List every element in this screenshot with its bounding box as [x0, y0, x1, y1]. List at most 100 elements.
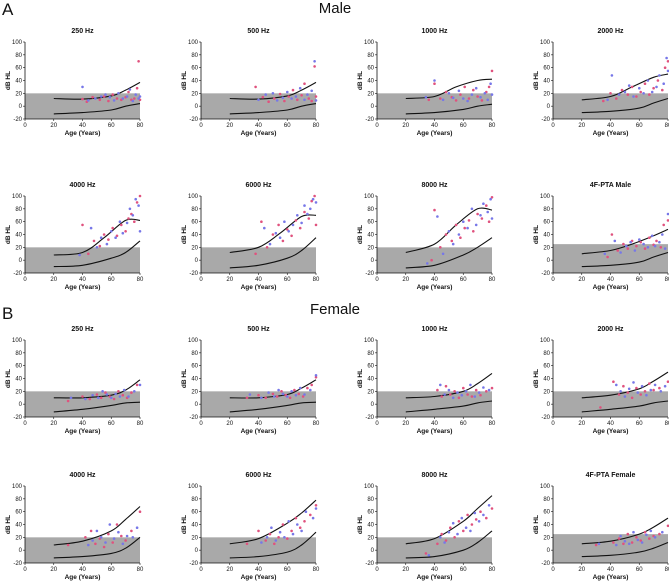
data-point	[466, 393, 469, 396]
data-point	[314, 375, 318, 379]
x-tick-label: 20	[226, 421, 233, 427]
data-point	[114, 392, 117, 396]
data-point	[635, 95, 638, 98]
data-point	[451, 396, 455, 400]
x-tick-label: 80	[313, 123, 320, 129]
data-point	[300, 529, 303, 533]
normal-range-band	[553, 534, 668, 563]
data-point	[666, 60, 669, 63]
data-point	[474, 86, 478, 90]
data-point	[648, 537, 651, 540]
data-point	[451, 96, 455, 100]
x-tick-label: 0	[375, 567, 379, 573]
data-point	[642, 92, 645, 95]
x-axis-label: Age (Years)	[593, 428, 629, 435]
data-point	[102, 95, 106, 98]
data-point	[436, 215, 439, 218]
data-point	[454, 99, 458, 102]
data-point	[474, 388, 478, 392]
y-tick-label: 40	[191, 79, 198, 85]
data-point	[656, 79, 660, 82]
data-point	[309, 207, 312, 211]
data-point	[91, 95, 94, 99]
data-point	[273, 395, 276, 398]
y-tick-label: 20	[191, 535, 198, 541]
y-tick-label: 0	[19, 104, 23, 110]
data-point	[424, 95, 428, 99]
data-point	[66, 399, 70, 403]
female-section-title: Female	[310, 301, 360, 318]
data-point	[648, 236, 651, 239]
normal-range-band	[201, 247, 316, 273]
data-point	[433, 82, 436, 85]
data-point	[460, 393, 464, 397]
upper-percentile-curve	[581, 517, 669, 545]
data-point	[125, 534, 129, 538]
data-point	[658, 240, 661, 244]
data-point	[91, 539, 94, 542]
lower-percentile-curve	[581, 541, 669, 558]
data-point	[121, 97, 125, 100]
data-point	[271, 92, 275, 95]
data-point	[105, 242, 109, 246]
chart-title: 2000 Hz	[597, 326, 624, 333]
data-point	[309, 388, 312, 392]
x-axis-label: Age (Years)	[65, 428, 101, 435]
data-point	[105, 393, 109, 396]
chart-title: 4000 Hz	[69, 472, 96, 479]
data-point	[278, 236, 282, 239]
chart-panel: -200204060801000204060804F-PTA FemaleAge…	[533, 472, 669, 581]
x-tick-label: 40	[255, 421, 262, 427]
y-tick-label: 60	[15, 510, 22, 516]
data-point	[639, 539, 642, 542]
data-point	[92, 239, 96, 243]
y-tick-label: 20	[191, 389, 198, 395]
y-tick-label: -20	[365, 561, 374, 567]
data-point	[137, 204, 140, 207]
y-tick-label: 60	[543, 220, 550, 226]
x-tick-label: 40	[607, 567, 614, 573]
y-tick-label: 80	[543, 207, 550, 213]
y-tick-label: 0	[371, 402, 375, 408]
x-tick-label: 20	[402, 123, 409, 129]
data-point	[643, 247, 647, 250]
y-tick-label: 0	[547, 402, 551, 408]
data-point	[138, 510, 142, 513]
x-tick-label: 80	[489, 277, 496, 283]
data-point	[84, 536, 87, 539]
data-point	[310, 99, 314, 103]
data-point	[265, 246, 269, 249]
data-point	[615, 383, 618, 387]
data-point	[293, 388, 296, 392]
data-point	[257, 529, 260, 533]
data-point	[278, 92, 282, 96]
data-point	[490, 507, 494, 510]
data-point	[99, 536, 103, 539]
x-tick-label: 60	[284, 421, 291, 427]
data-point	[81, 85, 84, 89]
data-point	[663, 247, 667, 250]
x-axis-label: Age (Years)	[593, 130, 629, 137]
data-point	[138, 194, 142, 198]
data-point	[270, 526, 273, 529]
data-point	[447, 92, 451, 95]
data-point	[81, 395, 84, 398]
data-point	[297, 392, 301, 396]
data-point	[112, 537, 116, 540]
data-point	[602, 99, 605, 103]
chart-title: 250 Hz	[71, 326, 94, 333]
data-point	[645, 393, 648, 397]
upper-percentile-curve	[229, 499, 317, 545]
data-point	[447, 530, 451, 534]
chart-title: 500 Hz	[247, 28, 270, 35]
x-tick-label: 40	[255, 123, 262, 129]
data-point	[440, 395, 444, 398]
data-point	[487, 388, 491, 392]
data-point	[267, 100, 270, 103]
data-point	[433, 79, 436, 82]
data-point	[125, 221, 129, 225]
data-point	[615, 543, 618, 547]
y-tick-label: 80	[543, 497, 550, 503]
y-tick-label: 60	[191, 66, 198, 72]
